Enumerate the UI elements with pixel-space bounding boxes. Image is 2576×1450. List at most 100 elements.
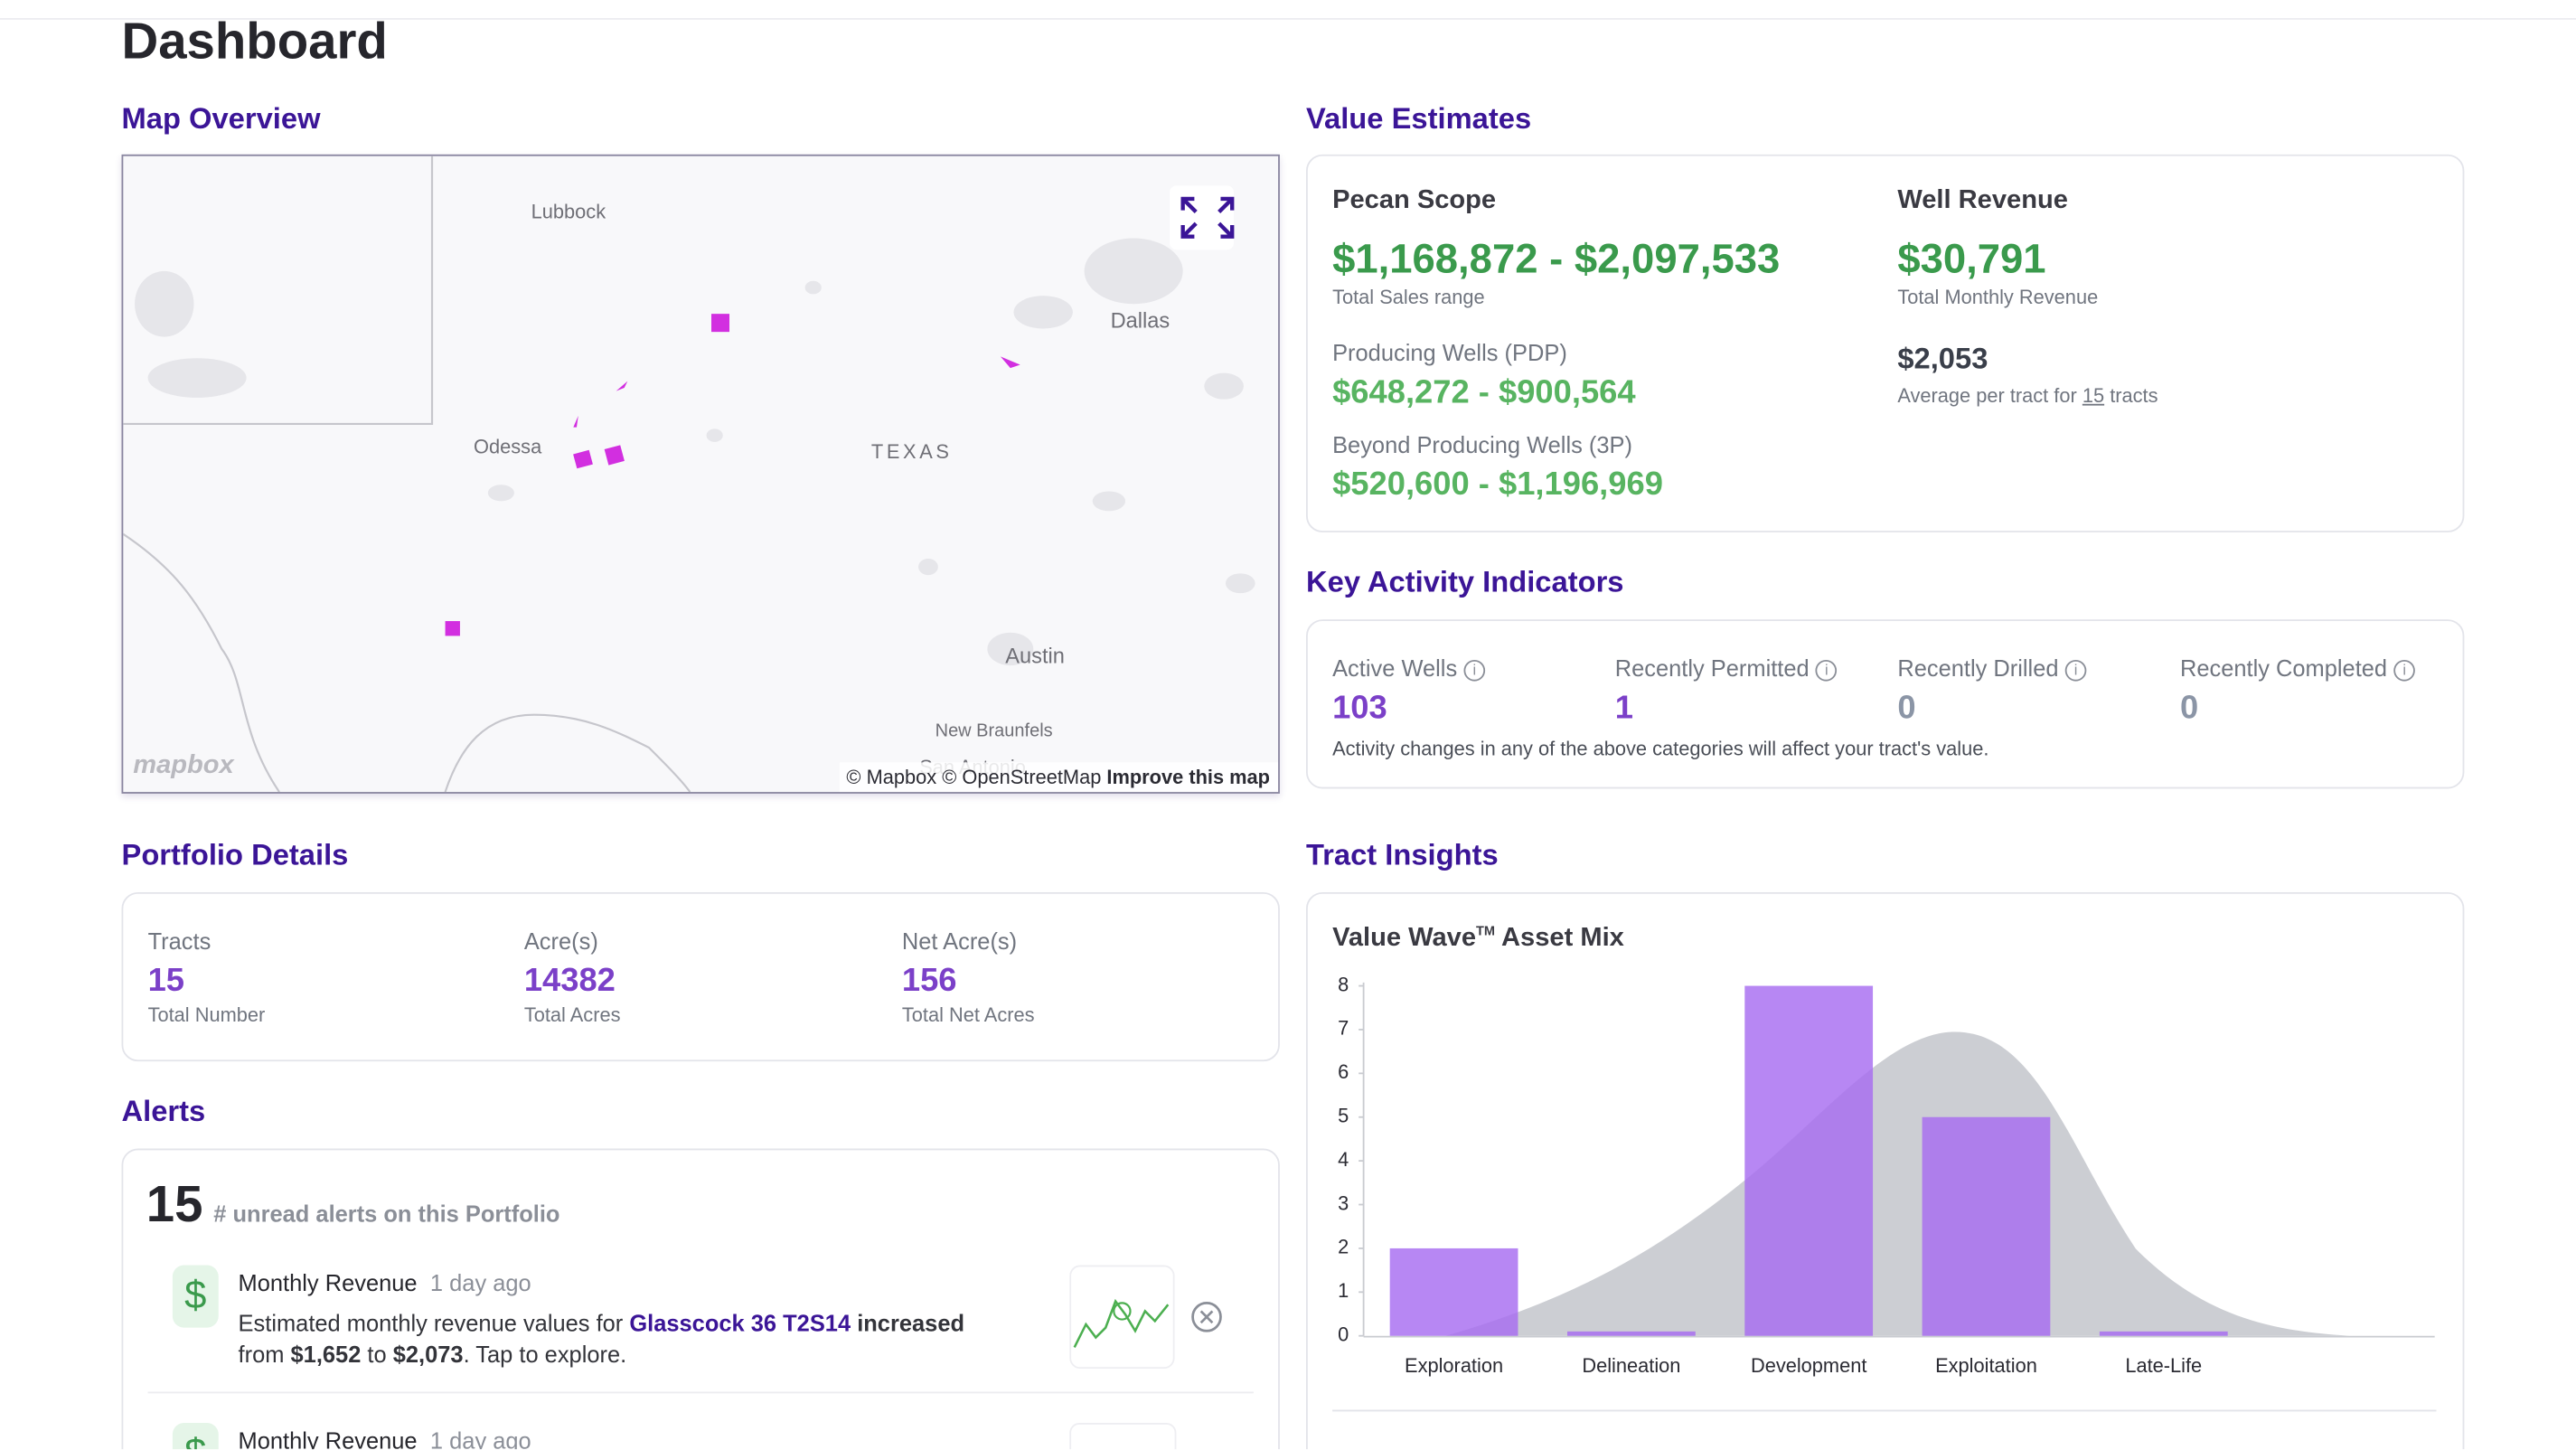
alert-sparkline[interactable] xyxy=(1069,1423,1177,1450)
average-text: Average per tract for 15 tracts xyxy=(1897,384,2158,408)
bar xyxy=(1389,1248,1518,1336)
map-logo[interactable]: mapbox xyxy=(133,751,234,780)
activity-label: Active Wells i xyxy=(1332,654,1486,683)
alert-count-label: # unread alerts on this Portfolio xyxy=(213,1200,560,1228)
y-tick-label: 7 xyxy=(1338,1017,1349,1040)
activity-card xyxy=(1305,619,2465,789)
title-text: Asset Mix xyxy=(1501,924,1624,953)
map-label: New Braunfels xyxy=(935,720,1053,741)
alert-time: 1 day ago xyxy=(429,1426,531,1450)
portfolio-card xyxy=(121,891,1280,1062)
y-tick-label: 8 xyxy=(1338,973,1349,995)
bar xyxy=(1744,985,1874,1336)
bar xyxy=(1566,1331,1696,1336)
x-tick-label: Development xyxy=(1751,1354,1866,1377)
info-icon[interactable]: i xyxy=(2064,659,2087,682)
text: from xyxy=(238,1341,285,1368)
activity-note: Activity changes in any of the above cat… xyxy=(1332,737,1989,761)
value-card xyxy=(1305,154,2465,532)
chart-title: Value WaveTM Asset Mix xyxy=(1332,922,1624,954)
y-tick-label: 2 xyxy=(1338,1236,1349,1258)
portfolio-value: 15 xyxy=(147,963,185,1000)
activity-value: 0 xyxy=(1897,690,1916,727)
activity-value: 0 xyxy=(2179,690,2199,727)
text: to xyxy=(367,1341,387,1368)
bar xyxy=(2099,1331,2228,1336)
info-icon[interactable]: i xyxy=(2393,659,2415,682)
label: Beyond Producing Wells (3P) xyxy=(1332,431,1632,458)
activity-value: 103 xyxy=(1332,690,1387,727)
beyond-value: $520,600 - $1,196,969 xyxy=(1332,466,1663,504)
label: Total Sales range xyxy=(1332,285,1485,309)
alert-heading: Monthly Revenue 1 day ago xyxy=(239,1427,531,1449)
label: Total Monthly Revenue xyxy=(1897,285,2099,309)
value-wave-curve xyxy=(1445,1031,2350,1336)
portfolio-value: 14382 xyxy=(523,963,616,1000)
y-tick-label: 0 xyxy=(1338,1323,1349,1345)
alert-message[interactable]: Estimated monthly revenue values for Gla… xyxy=(239,1308,1011,1370)
alert-title: Monthly Revenue xyxy=(238,1426,418,1450)
tract-link[interactable]: Glasscock 36 T2S14 xyxy=(629,1309,851,1336)
page-title: Dashboard xyxy=(121,12,388,71)
section-heading: Map Overview xyxy=(121,102,321,136)
portfolio-label: Net Acre(s) xyxy=(901,927,1018,955)
section-heading: Value Estimates xyxy=(1305,102,1532,136)
x-tick-label: Exploration xyxy=(1405,1354,1503,1377)
x-tick-label: Delineation xyxy=(1582,1354,1680,1377)
text: . Tap to explore. xyxy=(463,1341,627,1368)
activity-value: 1 xyxy=(1614,690,1633,727)
section-heading: Key Activity Indicators xyxy=(1305,565,1624,598)
tract-count-link[interactable]: 15 xyxy=(2082,383,2105,408)
text: increased xyxy=(857,1309,965,1336)
map-label: Austin xyxy=(1005,643,1065,668)
portfolio-sub: Total Acres xyxy=(523,1003,621,1027)
portfolio-sub: Total Net Acres xyxy=(901,1003,1035,1027)
improve-link[interactable]: Improve this map xyxy=(1106,766,1271,789)
info-icon[interactable]: i xyxy=(1815,659,1838,682)
average-value: $2,053 xyxy=(1897,342,1988,375)
text: $1,652 xyxy=(290,1341,362,1368)
portfolio-label: Acre(s) xyxy=(523,927,598,955)
map[interactable]: Lubbock Dallas Odessa TEXAS Austin New B… xyxy=(121,154,1280,794)
y-tick-label: 5 xyxy=(1338,1105,1349,1127)
sales-range: $1,168,872 - $2,097,533 xyxy=(1332,236,1781,283)
alert-icon: $ xyxy=(172,1423,219,1450)
portfolio-label: Tracts xyxy=(147,927,212,955)
map-terrain xyxy=(135,238,1255,666)
alert-sparkline[interactable] xyxy=(1069,1265,1175,1370)
label: tracts xyxy=(2110,383,2158,408)
y-tick-label: 6 xyxy=(1338,1060,1349,1083)
map-canvas xyxy=(123,155,1255,793)
title-mark: TM xyxy=(1476,923,1496,938)
expand-button[interactable] xyxy=(1170,185,1235,250)
label: Producing Wells (PDP) xyxy=(1332,339,1567,366)
y-tick-label: 1 xyxy=(1338,1279,1349,1302)
title-text: Value Wave xyxy=(1332,924,1477,953)
dismiss-button[interactable] xyxy=(1189,1300,1224,1334)
map-label: Dallas xyxy=(1110,307,1170,334)
portfolio-sub: Total Number xyxy=(147,1003,266,1027)
y-tick-label: 4 xyxy=(1338,1148,1349,1171)
map-attribution: © Mapbox © OpenStreetMap Improve this ma… xyxy=(840,762,1279,793)
x-tick-label: Late-Life xyxy=(2125,1354,2202,1377)
card-title: Pecan Scope xyxy=(1332,186,1497,215)
alert-title: Monthly Revenue xyxy=(238,1269,418,1296)
well-revenue: $30,791 xyxy=(1897,236,2046,283)
info-icon[interactable]: i xyxy=(1463,659,1486,682)
card-title: Well Revenue xyxy=(1897,186,2068,215)
divider xyxy=(147,1391,1254,1394)
section-heading: Portfolio Details xyxy=(121,838,349,871)
activity-label: Recently Completed i xyxy=(2180,654,2415,683)
map-borders xyxy=(123,155,691,793)
map-label: Odessa xyxy=(474,435,542,459)
text: $2,073 xyxy=(392,1341,464,1368)
alert-heading: Monthly Revenue 1 day ago xyxy=(239,1269,531,1297)
alert-count: 15 xyxy=(146,1175,203,1233)
alert-time: 1 day ago xyxy=(429,1269,531,1296)
attribution-text[interactable]: © Mapbox © OpenStreetMap xyxy=(846,766,1102,789)
x-tick-label: Exploitation xyxy=(1935,1354,2037,1377)
